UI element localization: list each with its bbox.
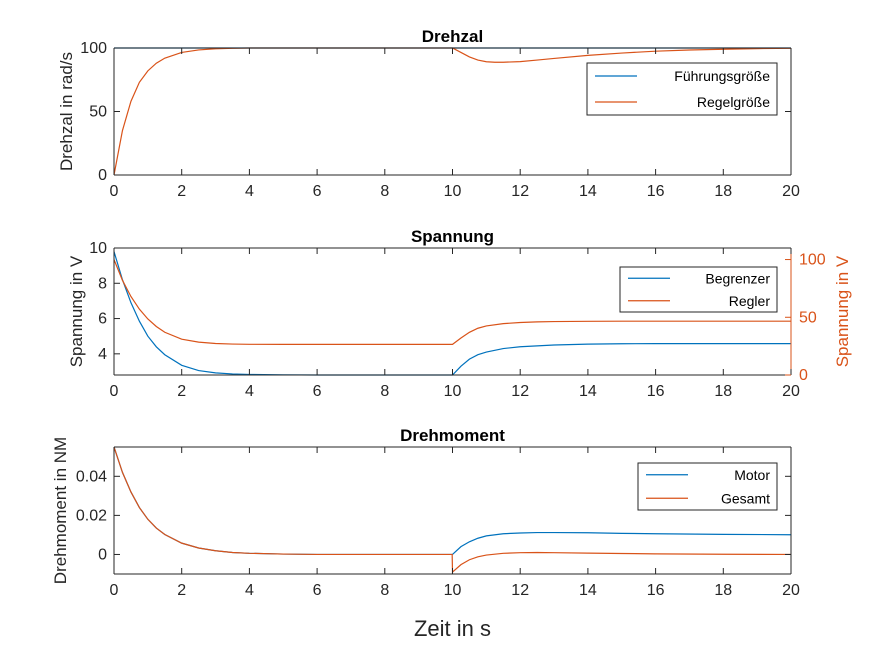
x-tick-label: 2 [177,582,186,599]
legend-label-Regelgröße: Regelgröße [697,94,770,110]
x-tick-label: 2 [177,383,186,400]
x-tick-label: 20 [782,582,800,599]
legend-box [637,462,778,511]
y-tick-label: 6 [98,311,107,328]
x-tick-label: 10 [444,383,462,400]
x-tick-label: 20 [782,183,800,200]
x-tick-label: 4 [245,383,254,400]
x-tick-label: 16 [647,582,665,599]
x-tick-label: 14 [579,582,597,599]
y-tick-label-right: 0 [799,367,808,384]
x-tick-label: 2 [177,183,186,200]
x-tick-label: 12 [511,582,529,599]
x-tick-label: 0 [110,183,119,200]
x-tick-label: 4 [245,582,254,599]
y-tick-label-right: 50 [799,309,817,326]
x-tick-label: 12 [511,183,529,200]
series-line-Regelgröße [114,47,791,176]
ylabel-spannung-left: Spannung in V [67,255,86,367]
title-spannung: Spannung [411,227,494,246]
legend-label-Begrenzer: Begrenzer [705,270,770,286]
x-tick-label: 16 [647,183,665,200]
legend-box [586,62,778,116]
y-tick-label: 0.04 [76,468,107,485]
x-tick-label: 14 [579,183,597,200]
legend-label-Motor: Motor [734,467,770,483]
x-tick-label: 4 [245,183,254,200]
series-line-Gesamt [114,446,791,574]
x-tick-label: 20 [782,383,800,400]
x-tick-label: 10 [444,582,462,599]
subplot-drehzal: 0 2 4 6 8 10 12 14 16 18 20 0 50 100 Drehzal Drehzal in… [57,27,800,200]
x-tick-label: 6 [313,582,322,599]
y-tick-label: 0 [98,167,107,184]
y-tick-label: 0 [98,546,107,563]
x-tick-label: 18 [714,582,732,599]
subplot-spannung: 0 2 4 6 8 10 12 14 16 18 2046810050100SpannungSpan… [67,227,852,400]
ylabel-spannung-right: Spannung in V [833,255,852,367]
legend-box [619,266,778,313]
y-tick-label: 4 [98,346,107,363]
xlabel-zeit: Zeit in s [414,616,491,641]
x-tick-label: 10 [444,183,462,200]
x-tick-label: 8 [380,383,389,400]
x-tick-label: 18 [714,383,732,400]
y-tick-label: 8 [98,275,107,292]
subplot-drehmoment: 0 2 4 6 8 10 12 14 16 18 20 0 0.02 0.04 Drehmoment Dreh… [51,426,800,599]
x-tick-label: 8 [380,183,389,200]
legend-label-Regler: Regler [729,293,771,309]
x-tick-label: 12 [511,383,529,400]
y-tick-label: 10 [89,240,107,257]
legend: Begrenzer Regler [619,266,778,313]
y-tick-label: 50 [89,104,107,121]
y-tick-label: 0.02 [76,507,107,524]
ylabel-drehzal: Drehzal in rad/s [57,52,76,171]
x-tick-label: 8 [380,582,389,599]
x-tick-label: 14 [579,383,597,400]
x-tick-label: 0 [110,383,119,400]
series-line-Regler [114,259,791,345]
legend: Motor Gesamt [637,462,778,511]
legend-label-Führungsgröße: Führungsgröße [674,68,770,84]
x-tick-label: 6 [313,183,322,200]
legend-label-Gesamt: Gesamt [721,490,770,506]
title-drehmoment: Drehmoment [400,426,505,445]
title-drehzal: Drehzal [422,27,483,46]
legend: Führungsgröße Regelgröße [586,62,778,116]
x-tick-label: 16 [647,383,665,400]
x-tick-label: 6 [313,383,322,400]
y-tick-label-right: 100 [799,252,826,269]
x-tick-label: 18 [714,183,732,200]
y-tick-label: 100 [80,40,107,57]
x-tick-label: 0 [110,582,119,599]
ylabel-drehmoment: Drehmoment in NM [51,437,70,584]
